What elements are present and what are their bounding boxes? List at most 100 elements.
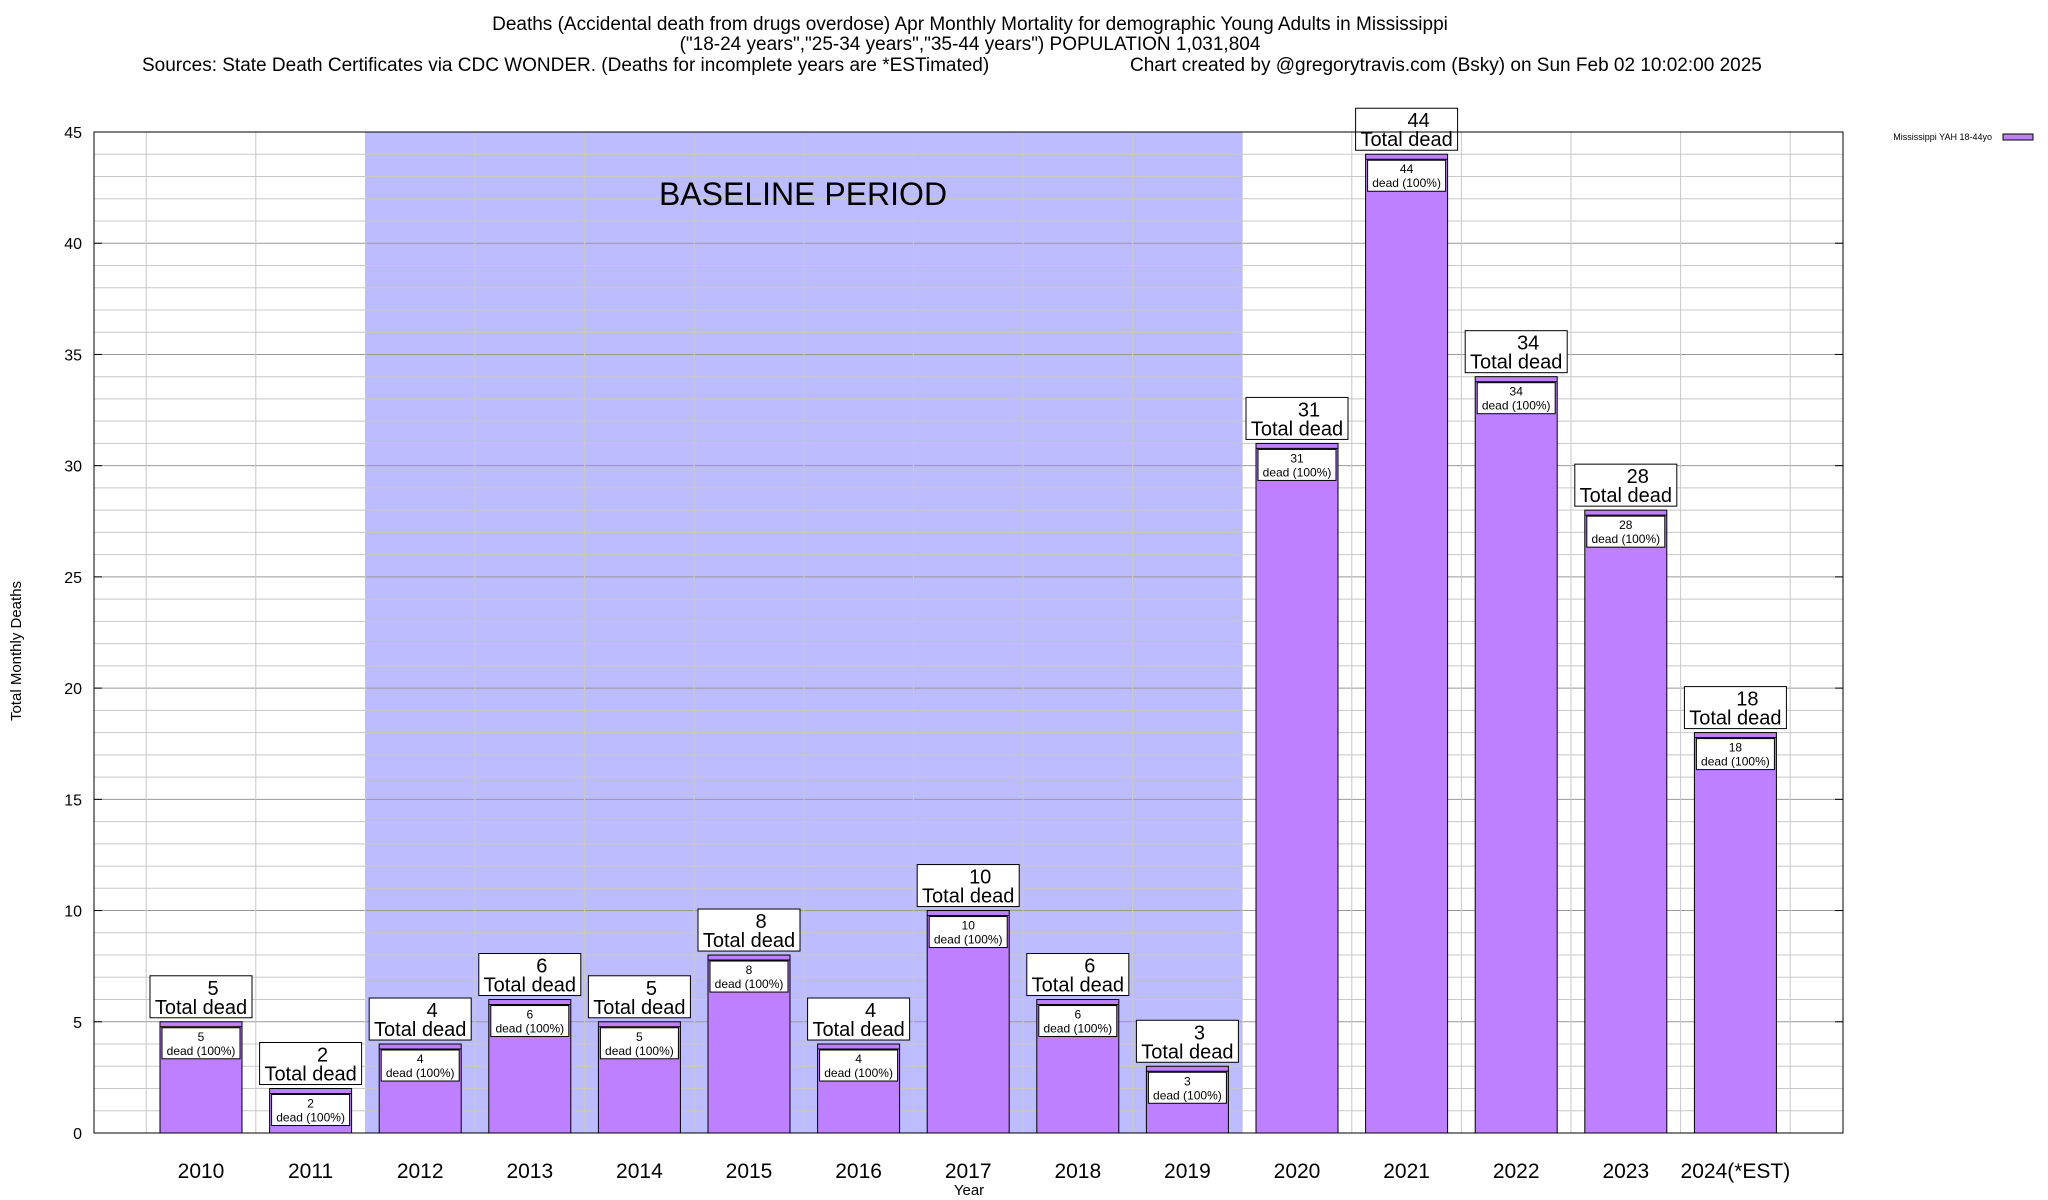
inner-dead-label: dead (100%) xyxy=(276,1111,345,1125)
inner-dead-label: dead (100%) xyxy=(1372,176,1441,190)
x-tick-label: 2017 xyxy=(945,1160,992,1183)
x-tick-label: 2022 xyxy=(1493,1160,1540,1183)
x-tick-label: 2024(*EST) xyxy=(1681,1160,1791,1183)
bar xyxy=(1693,732,1777,1134)
baseline-period-label: BASELINE PERIOD xyxy=(659,176,947,212)
bar xyxy=(1255,442,1339,1134)
total-label-box xyxy=(1026,953,1130,997)
total-value-label: 34 xyxy=(1517,333,1539,355)
total-label-box xyxy=(1245,396,1349,440)
inner-dead-label: dead (100%) xyxy=(1701,755,1770,769)
x-tick-label: 2012 xyxy=(397,1160,444,1183)
inner-label-box xyxy=(1695,738,1775,771)
legend-swatch xyxy=(2002,133,2034,141)
total-value-label: 10 xyxy=(969,867,991,889)
total-dead-label: Total dead xyxy=(1470,352,1562,374)
inner-label-box xyxy=(161,1027,241,1060)
inner-label-box xyxy=(1476,382,1556,415)
inner-value-label: 4 xyxy=(855,1052,862,1066)
chart-title: Deaths (Accidental death from drugs over… xyxy=(492,14,1448,35)
inner-dead-label: dead (100%) xyxy=(167,1044,236,1058)
total-dead-label: Total dead xyxy=(1360,129,1452,151)
total-value-label: 5 xyxy=(207,978,218,1000)
inner-value-label: 31 xyxy=(1290,451,1304,465)
y-tick-label: 0 xyxy=(73,1126,82,1143)
total-dead-label: Total dead xyxy=(484,975,576,997)
total-value-label: 6 xyxy=(1084,956,1095,978)
bar xyxy=(1474,376,1558,1134)
x-tick-label: 2021 xyxy=(1383,1160,1430,1183)
chart-source: Sources: State Death Certificates via CD… xyxy=(142,55,989,76)
inner-value-label: 5 xyxy=(198,1030,205,1044)
x-tick-label: 2013 xyxy=(506,1160,553,1183)
total-value-label: 44 xyxy=(1407,110,1429,132)
total-label-box xyxy=(916,864,1020,908)
inner-value-label: 2 xyxy=(307,1097,314,1111)
total-value-label: 18 xyxy=(1736,689,1758,711)
x-tick-label: 2020 xyxy=(1274,1160,1321,1183)
total-dead-label: Total dead xyxy=(812,1019,904,1041)
total-value-label: 2 xyxy=(317,1045,328,1067)
total-value-label: 5 xyxy=(646,978,657,1000)
total-label-box xyxy=(807,997,911,1041)
inner-value-label: 10 xyxy=(962,919,976,933)
total-label-box xyxy=(149,975,253,1019)
x-tick-label: 2011 xyxy=(288,1160,333,1183)
inner-label-box xyxy=(1038,1005,1118,1038)
y-tick-label: 5 xyxy=(73,1015,82,1032)
total-label-box xyxy=(478,953,582,997)
total-value-label: 4 xyxy=(865,1000,876,1022)
axes-layer: 2010 2011 2012 2013 2014 2015 2016 2017 2018 2019… xyxy=(64,125,1844,1183)
inner-label-box xyxy=(1586,515,1666,548)
y-tick-label: 35 xyxy=(64,347,82,364)
y-tick-label: 10 xyxy=(64,904,82,921)
inner-label-box xyxy=(1147,1071,1227,1104)
inner-label-box xyxy=(709,960,789,993)
bar xyxy=(1365,153,1449,1134)
total-label-box xyxy=(368,997,472,1041)
inner-dead-label: dead (100%) xyxy=(1591,532,1660,546)
inner-label-box xyxy=(1257,448,1337,481)
inner-dead-label: dead (100%) xyxy=(495,1022,564,1036)
total-value-label: 3 xyxy=(1194,1022,1205,1044)
total-value-label: 8 xyxy=(755,911,766,933)
chart-credit: Chart created by @gregorytravis.com (Bsk… xyxy=(1130,55,1762,76)
inner-label-box xyxy=(928,916,1008,949)
total-value-label: 4 xyxy=(427,1000,438,1022)
inner-value-label: 34 xyxy=(1510,385,1524,399)
inner-dead-label: dead (100%) xyxy=(1263,465,1332,479)
inner-dead-label: dead (100%) xyxy=(824,1066,893,1080)
x-tick-label: 2018 xyxy=(1054,1160,1101,1183)
total-label-box xyxy=(1464,330,1568,374)
x-axis-label: Year xyxy=(954,1182,984,1199)
inner-label-box xyxy=(380,1049,460,1082)
inner-label-box xyxy=(271,1094,351,1127)
inner-value-label: 6 xyxy=(1074,1008,1081,1022)
total-dead-label: Total dead xyxy=(1251,418,1343,440)
inner-value-label: 6 xyxy=(526,1008,533,1022)
chart-subtitle: ("18-24 years","25-34 years","35-44 year… xyxy=(680,34,1261,55)
legend-label: Mississippi YAH 18-44yo xyxy=(1893,132,1992,142)
x-tick-label: 2015 xyxy=(726,1160,773,1183)
x-tick-label: 2016 xyxy=(835,1160,882,1183)
total-dead-label: Total dead xyxy=(1141,1041,1233,1063)
inner-value-label: 3 xyxy=(1184,1074,1191,1088)
inner-value-label: 5 xyxy=(636,1030,643,1044)
inner-label-box xyxy=(490,1005,570,1038)
total-label-box xyxy=(1574,463,1678,507)
inner-dead-label: dead (100%) xyxy=(934,933,1003,947)
total-dead-label: Total dead xyxy=(1689,708,1781,730)
inner-label-box xyxy=(599,1027,679,1060)
total-dead-label: Total dead xyxy=(922,886,1014,908)
inner-label-box xyxy=(1367,159,1447,192)
total-label-box xyxy=(587,975,691,1019)
x-tick-label: 2023 xyxy=(1602,1160,1649,1183)
plot-border xyxy=(93,131,1844,1134)
inner-dead-label: dead (100%) xyxy=(1153,1088,1222,1102)
inner-dead-label: dead (100%) xyxy=(386,1066,455,1080)
inner-dead-label: dead (100%) xyxy=(1043,1022,1112,1036)
x-tick-label: 2010 xyxy=(178,1160,225,1183)
total-dead-label: Total dead xyxy=(155,997,247,1019)
